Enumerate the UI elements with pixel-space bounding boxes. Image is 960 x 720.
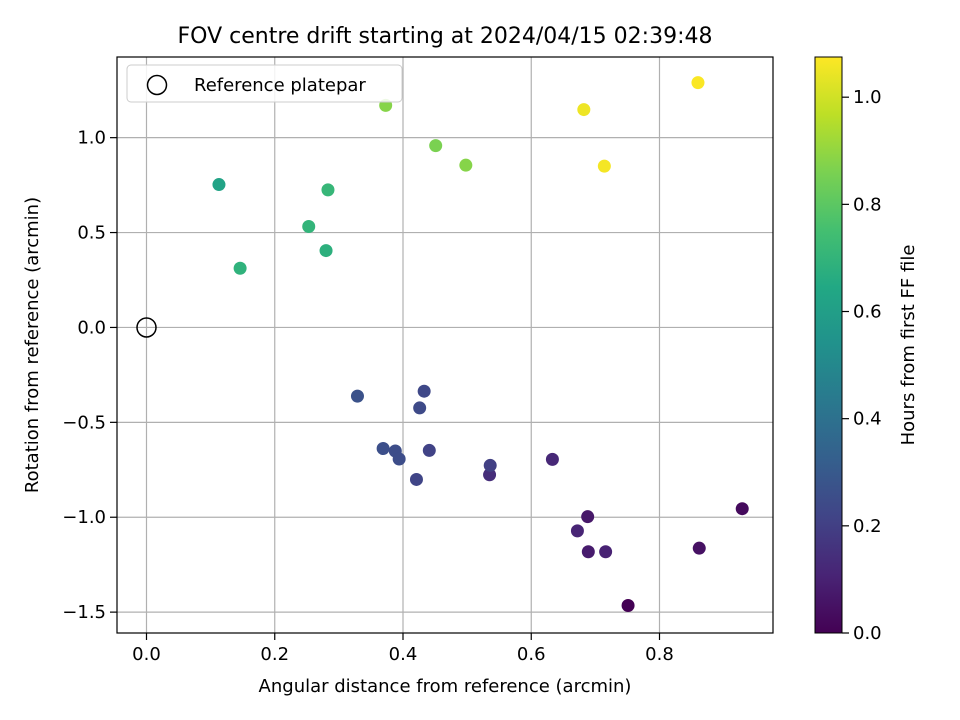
data-point <box>422 443 436 457</box>
legend-box <box>126 64 403 103</box>
data-point <box>459 158 473 172</box>
y-axis-label: Rotation from reference (arcmin) <box>22 197 43 493</box>
data-point <box>692 541 706 555</box>
data-point <box>409 472 423 486</box>
x-axis-ticks: 0.0 0.2 0.4 0.6 0.8 <box>132 633 674 665</box>
y-tick-label: 0.0 <box>77 317 106 338</box>
colorbar-tick-label: 1.0 <box>853 87 882 108</box>
plot-frame <box>116 56 774 634</box>
legend-reference-marker <box>146 74 168 96</box>
colorbar-tick-label: 0.8 <box>853 194 882 215</box>
colorbar-ticks: 0.0 0.2 0.4 0.6 0.8 1.0 <box>842 87 882 644</box>
data-point <box>691 76 705 90</box>
data-point <box>545 452 559 466</box>
data-point <box>321 183 335 197</box>
colorbar: 0.0 0.2 0.4 0.6 0.8 1.0 Hours from first FF f… <box>814 56 919 644</box>
y-tick-label: −1.5 <box>62 602 106 623</box>
reference-layer <box>136 317 157 338</box>
data-point <box>599 545 613 559</box>
data-point <box>319 244 333 258</box>
colorbar-gradient <box>814 56 843 634</box>
data-point <box>597 159 611 173</box>
data-point <box>570 524 584 538</box>
data-point <box>577 103 591 117</box>
grid-lines <box>117 57 773 633</box>
colorbar-tick-label: 0.2 <box>853 516 882 537</box>
data-point <box>621 598 635 612</box>
y-axis-ticks: −1.5 −1.0 −0.5 0.0 0.5 1.0 <box>62 128 117 623</box>
x-tick-label: 0.2 <box>260 644 289 665</box>
y-tick-label: 1.0 <box>77 128 106 149</box>
data-point <box>417 384 431 398</box>
legend: Reference platepar <box>126 64 403 103</box>
data-point <box>483 458 497 472</box>
data-points <box>212 76 749 612</box>
data-point <box>735 502 749 516</box>
x-tick-label: 0.0 <box>132 644 161 665</box>
colorbar-tick-label: 0.0 <box>853 623 882 644</box>
x-tick-label: 0.4 <box>389 644 418 665</box>
data-point <box>483 468 497 482</box>
y-tick-label: −1.0 <box>62 507 106 528</box>
data-point <box>413 401 427 415</box>
data-point <box>212 178 226 192</box>
colorbar-label: Hours from first FF file <box>898 245 919 446</box>
data-point <box>392 452 406 466</box>
x-tick-label: 0.6 <box>517 644 546 665</box>
y-tick-label: −0.5 <box>62 412 106 433</box>
y-tick-label: 0.5 <box>77 223 106 244</box>
x-axis-label: Angular distance from reference (arcmin) <box>259 676 632 697</box>
data-point <box>581 510 595 524</box>
data-point <box>350 389 364 403</box>
reference-platepar-marker <box>136 317 157 338</box>
legend-entry-label: Reference platepar <box>194 75 366 96</box>
data-point <box>302 219 316 233</box>
colorbar-tick-label: 0.6 <box>853 302 882 323</box>
data-point <box>581 545 595 559</box>
colorbar-tick-label: 0.4 <box>853 409 882 430</box>
data-point <box>376 442 390 456</box>
data-point <box>429 139 443 153</box>
x-tick-label: 0.8 <box>645 644 674 665</box>
data-point <box>233 261 247 275</box>
chart-title: FOV centre drift starting at 2024/04/15 … <box>178 24 713 49</box>
